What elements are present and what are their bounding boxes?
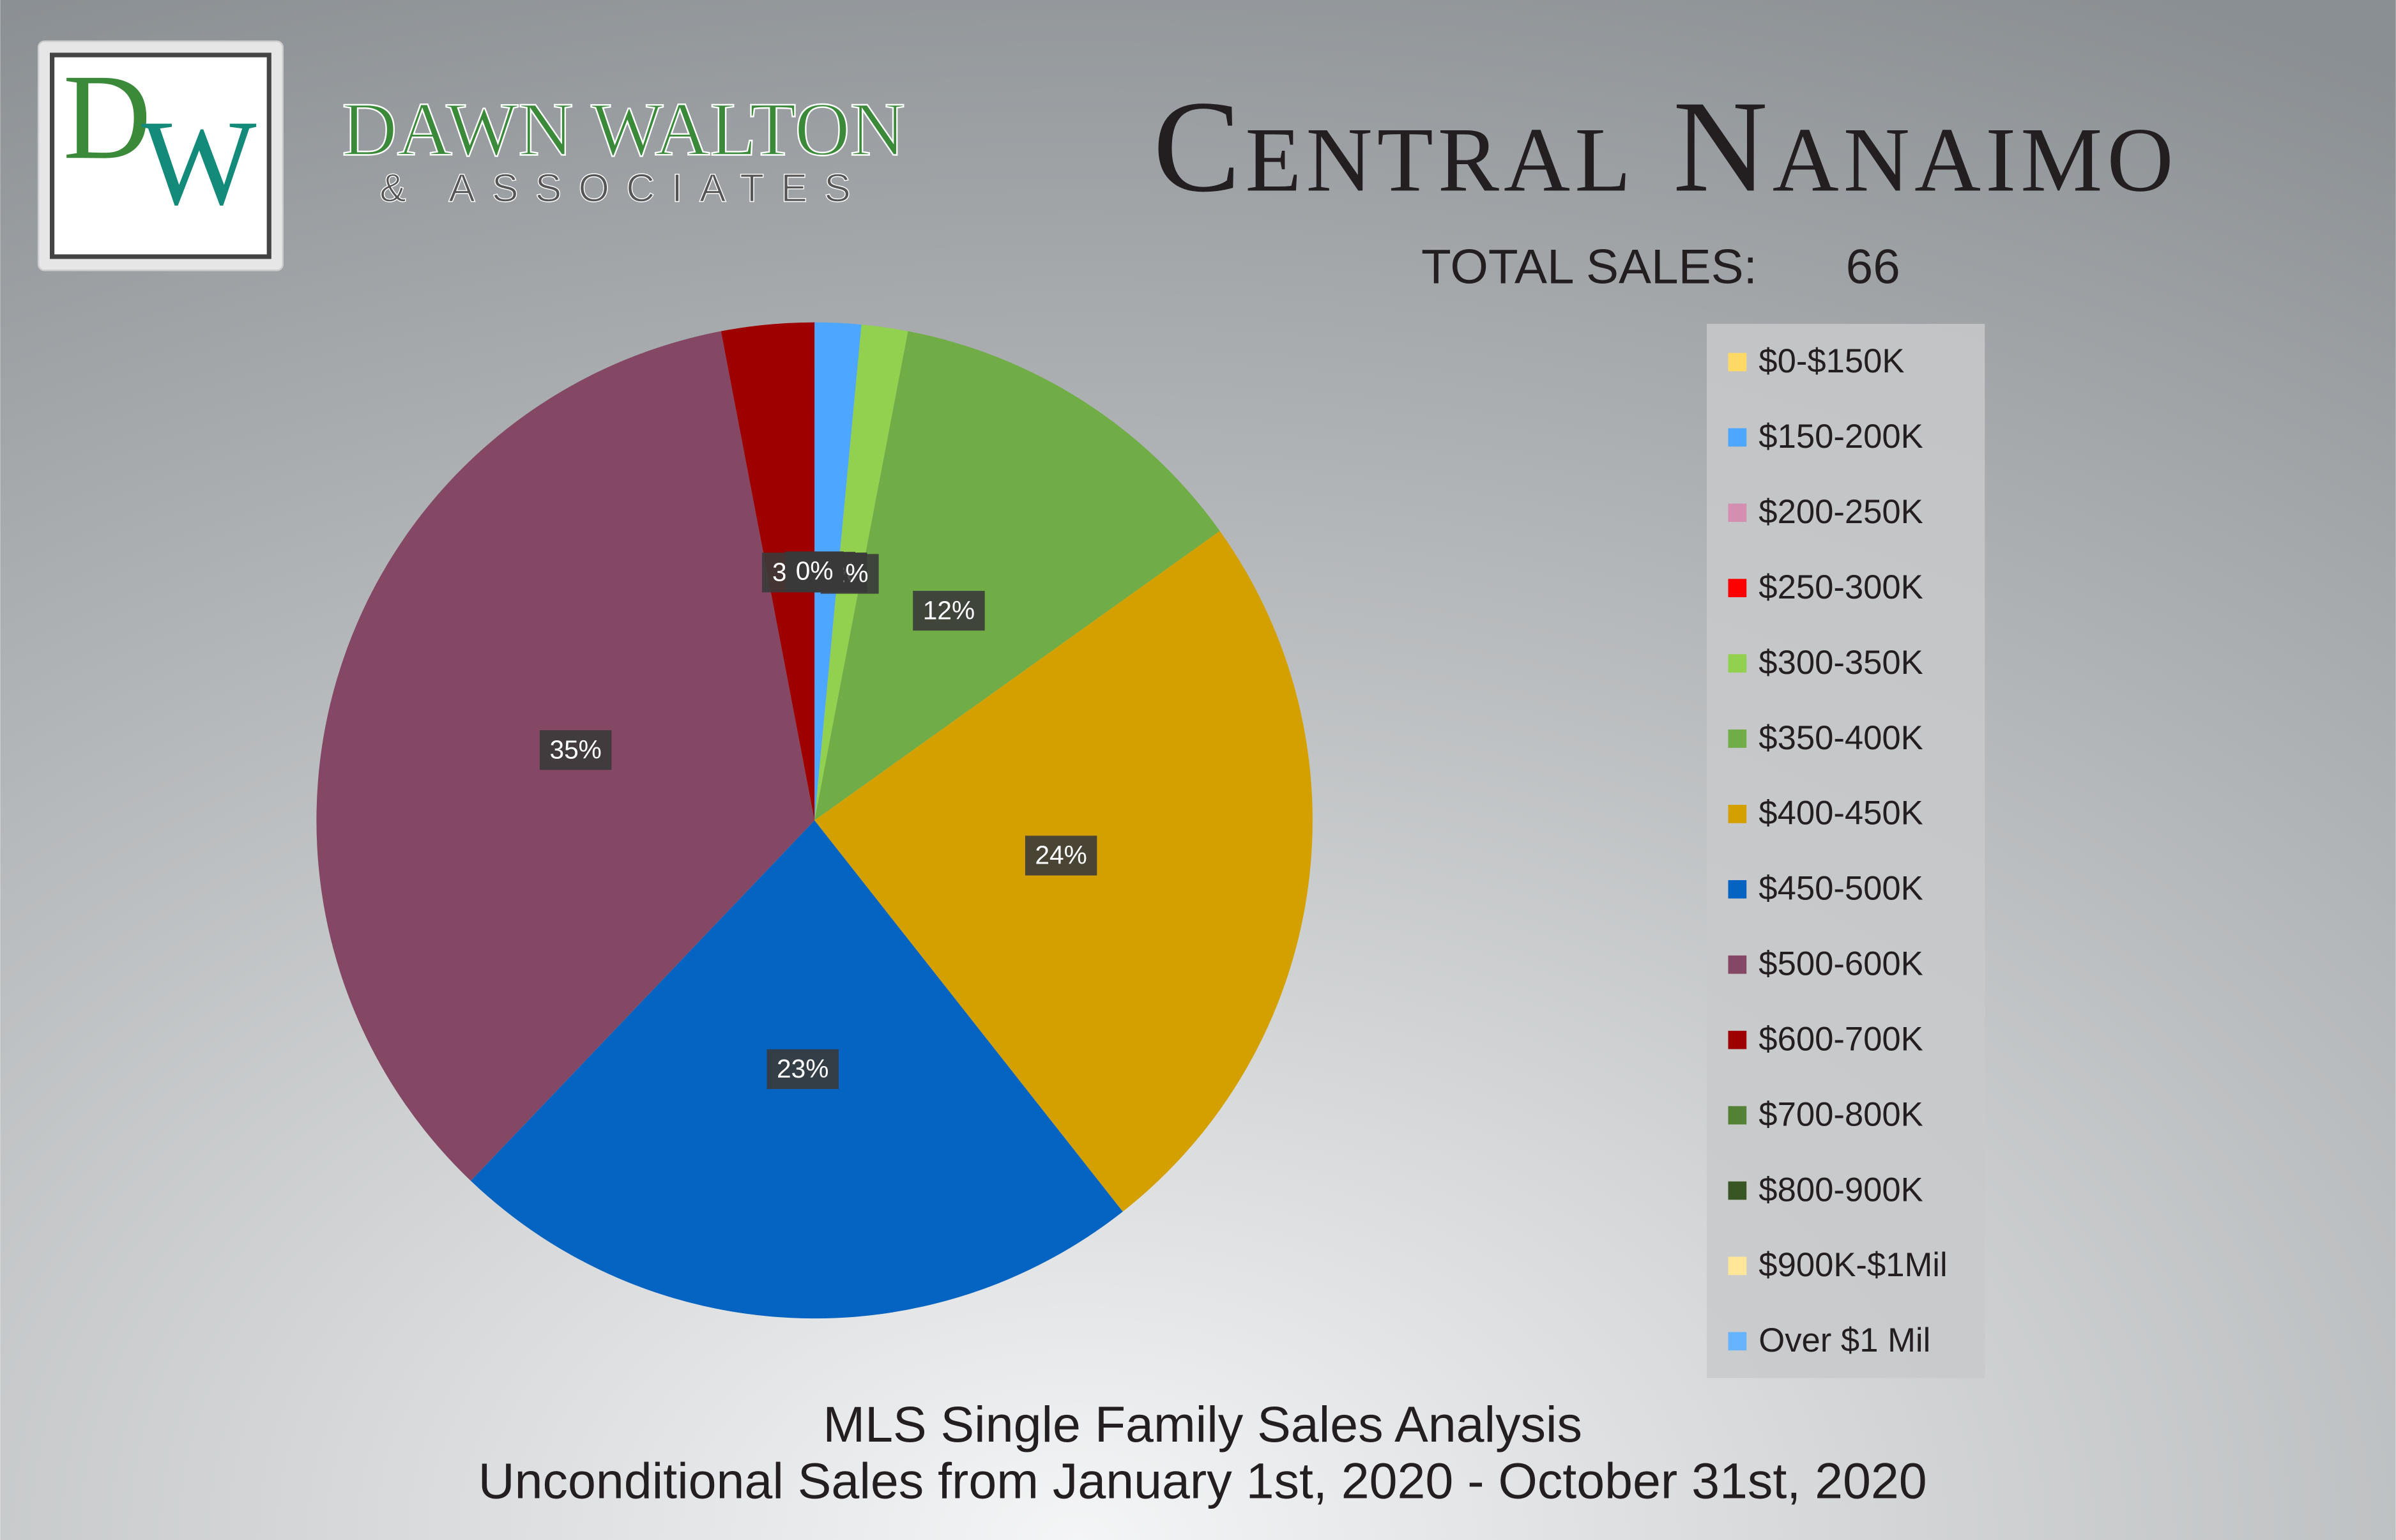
legend-swatch xyxy=(1728,1106,1747,1125)
data-label: 24% xyxy=(1035,841,1087,870)
legend-label: $350-400K xyxy=(1759,719,1923,757)
legend-swatch xyxy=(1728,880,1747,899)
legend-label: $250-300K xyxy=(1759,568,1923,606)
data-label-bg xyxy=(539,730,612,770)
footer-line: MLS Single Family Sales Analysis xyxy=(823,1396,1582,1452)
company-sub: & ASSOCIATES xyxy=(379,166,867,210)
logo-letter: W xyxy=(141,95,257,231)
pie-slice xyxy=(814,331,1220,821)
legend-label: $0-$150K xyxy=(1759,342,1904,380)
legend-label: Over $1 Mil xyxy=(1759,1322,1930,1359)
logo-letter: D xyxy=(63,49,151,185)
footer-line: Unconditional Sales from January 1st, 20… xyxy=(478,1453,1927,1509)
legend-label: $200-250K xyxy=(1759,493,1923,531)
data-label: 23% xyxy=(777,1054,828,1083)
legend-label: $450-500K xyxy=(1759,870,1923,908)
company-name: DAWN WALTON xyxy=(342,87,905,172)
data-label-bg xyxy=(785,551,844,591)
legend-swatch xyxy=(1728,428,1747,447)
legend-label: $150-200K xyxy=(1759,418,1923,455)
data-label: 0% xyxy=(796,556,834,586)
legend-swatch xyxy=(1728,805,1747,823)
total-value: 66 xyxy=(1846,240,1900,294)
legend-swatch xyxy=(1728,1030,1747,1049)
legend-label: $400-450K xyxy=(1759,795,1923,832)
data-label: 12% xyxy=(923,595,975,625)
legend-label: $300-350K xyxy=(1759,644,1923,682)
legend-label: $600-700K xyxy=(1759,1020,1923,1058)
data-label-bg xyxy=(767,1049,839,1089)
legend-swatch xyxy=(1728,654,1747,673)
logo-box xyxy=(50,52,271,259)
legend-swatch xyxy=(1728,579,1747,597)
legend-label: $900K-$1Mil xyxy=(1759,1246,1947,1284)
legend-label: $800-900K xyxy=(1759,1171,1923,1208)
legend-swatch xyxy=(1728,1332,1747,1351)
chart-title: Central Nanaimo xyxy=(1153,74,2178,219)
data-label-bg xyxy=(913,591,985,631)
legend-swatch xyxy=(1728,353,1747,372)
legend-swatch xyxy=(1728,1256,1747,1276)
data-label: 35% xyxy=(549,735,601,764)
legend-label: $500-600K xyxy=(1759,945,1923,983)
data-label-bg xyxy=(1025,835,1097,876)
legend-box xyxy=(1706,324,1985,1378)
legend-label: $700-800K xyxy=(1759,1095,1923,1133)
total-label: TOTAL SALES: xyxy=(1421,240,1757,294)
legend-swatch xyxy=(1728,1181,1747,1200)
legend-swatch xyxy=(1728,503,1747,522)
legend-swatch xyxy=(1728,729,1747,748)
legend-swatch xyxy=(1728,955,1747,974)
